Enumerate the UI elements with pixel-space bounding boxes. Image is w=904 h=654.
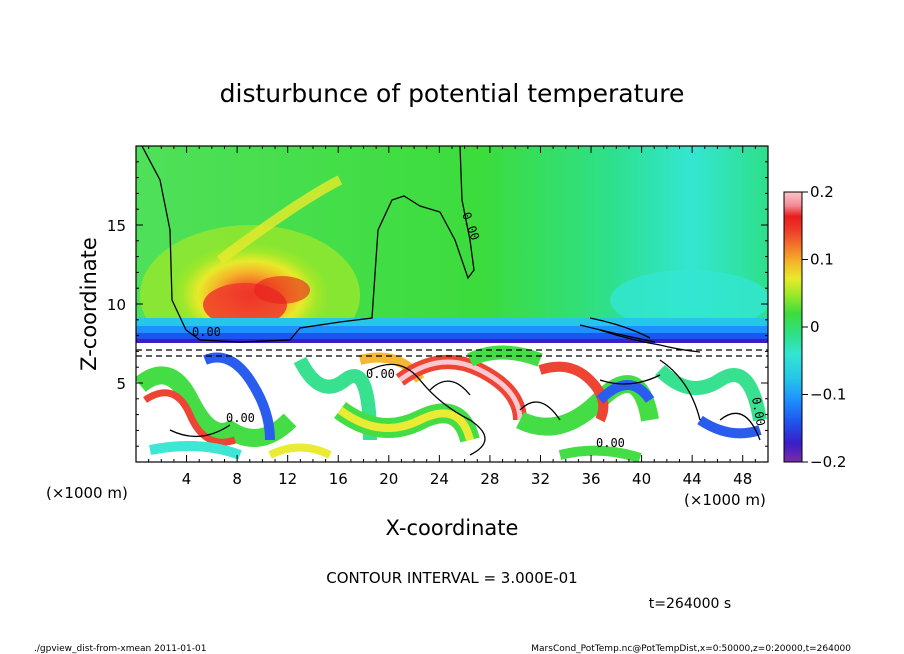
colorbar-tick-label: 0.2 bbox=[810, 183, 834, 201]
y-tick-label: 5 bbox=[116, 375, 126, 393]
heatmap-field bbox=[136, 146, 768, 462]
x-tick-label: 16 bbox=[329, 470, 348, 488]
x-tick-label: 44 bbox=[683, 470, 702, 488]
time-label: t=264000 s bbox=[649, 596, 731, 612]
colorbar-tick-label: 0 bbox=[810, 318, 820, 336]
x-tick-label: 48 bbox=[733, 470, 752, 488]
contour-label: 0.00 bbox=[226, 411, 255, 425]
footer-right: MarsCond_PotTemp.nc@PotTempDist,x=0:5000… bbox=[531, 644, 851, 654]
contour-label: 0.00 bbox=[596, 436, 625, 450]
y-tick-label: 15 bbox=[107, 217, 126, 235]
contour-label: 0.00 bbox=[749, 396, 768, 427]
x-tick-label: 8 bbox=[232, 470, 242, 488]
y-axis-title: Z-coordinate bbox=[77, 237, 101, 371]
x-unit-right: (×1000 m) bbox=[684, 491, 766, 509]
colorbar-tick-label: 0.1 bbox=[810, 251, 834, 269]
x-tick-label: 20 bbox=[379, 470, 398, 488]
x-axis-title: X-coordinate bbox=[386, 516, 519, 540]
contour-lines bbox=[136, 146, 768, 456]
colorbar-tick-label: −0.2 bbox=[810, 453, 846, 471]
x-tick-label: 32 bbox=[531, 470, 550, 488]
y-axis: 5 10 15 bbox=[107, 161, 768, 447]
contour-label: 0.00 bbox=[192, 325, 221, 339]
x-tick-label: 24 bbox=[430, 470, 449, 488]
chart-title: disturbunce of potential temperature bbox=[220, 79, 685, 108]
colorbar-ticks: 0.2 0.1 0 −0.1 −0.2 bbox=[802, 183, 846, 471]
colorbar bbox=[783, 191, 803, 463]
x-tick-label: 28 bbox=[480, 470, 499, 488]
y-tick-label: 10 bbox=[107, 296, 126, 314]
x-tick-label: 36 bbox=[581, 470, 600, 488]
footer-left: ./gpview_dist-from-xmean 2011-01-01 bbox=[34, 644, 206, 654]
contour-label: 0.00 bbox=[366, 367, 395, 381]
x-unit-left: (×1000 m) bbox=[46, 484, 128, 502]
colorbar-tick-label: −0.1 bbox=[810, 386, 846, 404]
x-tick-label: 4 bbox=[182, 470, 192, 488]
x-tick-label: 40 bbox=[632, 470, 651, 488]
contour-interval: CONTOUR INTERVAL = 3.000E-01 bbox=[326, 569, 577, 587]
x-tick-label: 12 bbox=[278, 470, 297, 488]
contour-label-group: 0.00 0.00 0.00 0.00 0.00 0.00 bbox=[192, 210, 768, 450]
x-axis: 4 8 12 16 20 24 28 32 36 40 44 48 bbox=[148, 146, 756, 488]
